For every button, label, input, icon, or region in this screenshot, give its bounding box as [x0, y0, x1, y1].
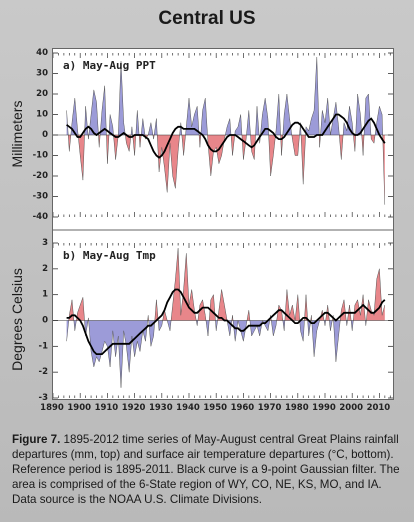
x-tick-label: 1980	[285, 403, 309, 413]
caption-text: 1895-2012 time series of May-August cent…	[12, 433, 400, 506]
figure-label: Figure 7.	[12, 433, 61, 446]
y-tick-label: 20	[36, 89, 48, 99]
panel-label: b) May-Aug Tmp	[63, 249, 156, 262]
y-axis-label: Degrees Celsius	[9, 268, 25, 371]
y-tick-label: 40	[36, 48, 48, 58]
y-axis-label: Millimeters	[9, 101, 25, 168]
y-tick-label: 1	[42, 290, 48, 300]
x-tick-label: 2010	[367, 403, 391, 413]
raw-series-line	[66, 248, 386, 388]
y-tick-label: 0	[42, 316, 48, 326]
x-tick-label: 1930	[149, 403, 173, 413]
y-tick-label: 2	[42, 264, 48, 274]
panel-tmp: b) May-Aug Tmp	[53, 242, 393, 399]
x-tick-label: 2000	[339, 403, 363, 413]
chart-title: Central US	[158, 8, 256, 29]
axis-labels: -40-30-20-10010203040Millimeters-3-2-101…	[9, 48, 391, 413]
x-tick-label: 1920	[122, 403, 146, 413]
x-tick-label: 1990	[312, 403, 336, 413]
y-tick-label: -20	[33, 171, 48, 181]
y-tick-label: 30	[36, 69, 48, 79]
y-tick-label: -1	[39, 341, 49, 351]
x-tick-label: 1950	[203, 403, 227, 413]
y-tick-label: -2	[39, 367, 49, 377]
y-tick-label: 0	[42, 130, 48, 140]
y-tick-label: -30	[33, 192, 48, 202]
x-tick-label: 1970	[258, 403, 282, 413]
negative-area	[66, 320, 385, 388]
y-tick-label: -3	[39, 393, 49, 403]
x-tick-label: 1900	[67, 403, 91, 413]
plot-area: a) May-Aug PPT b) May-Aug Tmp	[52, 48, 394, 400]
x-tick-label: 1940	[176, 403, 200, 413]
y-tick-label: -10	[33, 151, 48, 161]
figure-caption: Figure 7. 1895-2012 time series of May-A…	[12, 432, 404, 507]
y-tick-label: -40	[33, 212, 48, 222]
chart-svg: a) May-Aug PPT b) May-Aug Tmp	[53, 52, 393, 399]
raw-series-line	[66, 57, 386, 205]
y-tick-label: 10	[36, 110, 48, 120]
x-tick-label: 1890	[40, 403, 64, 413]
smooth-curve	[66, 113, 386, 159]
panel-ppt: a) May-Aug PPT	[53, 52, 393, 218]
x-tick-label: 1960	[231, 403, 255, 413]
panel-label: a) May-Aug PPT	[63, 59, 156, 72]
smooth-curve	[66, 288, 386, 355]
x-tick-label: 1910	[95, 403, 119, 413]
y-tick-label: 3	[42, 238, 48, 248]
